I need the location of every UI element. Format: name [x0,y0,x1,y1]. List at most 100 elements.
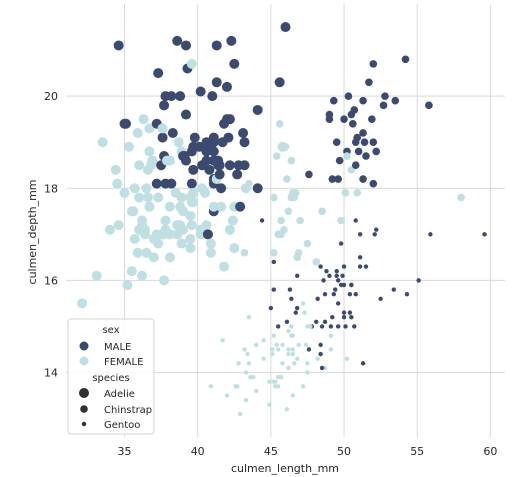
data-point [97,137,108,148]
data-point [340,273,345,278]
data-point [230,244,239,252]
data-point [112,178,123,189]
y-tick-label: 18 [44,182,58,195]
data-point [365,78,373,87]
data-point [482,232,487,237]
data-point [153,192,164,203]
data-point [295,305,300,311]
data-point [369,179,378,188]
data-point [239,137,250,148]
legend-marker-female [79,356,89,366]
data-point [278,374,284,380]
data-point [214,169,225,180]
data-point [261,356,266,361]
data-point [186,220,197,231]
data-point [401,55,410,64]
data-point [302,310,307,315]
data-point [219,261,230,272]
data-point [290,393,296,398]
data-point [126,266,137,277]
data-point [289,333,294,338]
data-point [275,324,281,329]
data-point [129,183,140,194]
y-axis-label: culmen_depth_mm [26,180,39,285]
data-point [270,351,275,357]
data-point [137,270,148,281]
data-point [235,201,246,212]
data-point [120,118,131,129]
data-point [224,393,230,398]
data-point [188,187,199,198]
data-point [144,201,155,212]
legend-label-chinstrap: Chinstrap [104,405,152,416]
data-point [335,278,341,283]
data-point [321,278,326,283]
data-point [322,319,328,325]
data-point [305,170,313,179]
data-point [379,101,388,110]
data-point [416,278,421,283]
data-point [185,210,196,221]
data-point [186,178,197,189]
data-point [164,201,175,212]
data-point [220,338,225,343]
data-point [353,189,362,197]
data-point [270,347,275,352]
data-point [295,356,300,361]
data-point [286,328,291,334]
legend-marker-male [79,341,89,351]
data-point [134,192,145,203]
data-point [128,206,139,217]
data-point [315,296,320,302]
data-point [252,183,263,194]
data-point [195,86,206,97]
data-point [104,224,115,235]
data-point [368,115,376,123]
data-point [349,282,354,288]
data-point [357,255,363,260]
data-point [334,268,339,274]
data-point [122,279,133,290]
data-point [132,127,143,138]
x-tick-label: 50 [337,445,351,458]
data-point [185,243,196,254]
data-point [338,282,344,288]
data-point [378,296,383,302]
data-point [274,342,279,348]
data-point [347,310,353,315]
data-point [312,258,321,266]
legend-marker-gentoo [81,421,87,427]
data-point [251,374,256,380]
y-tick-label: 14 [44,367,58,380]
data-point [303,342,309,348]
data-point [243,370,249,375]
data-point [360,361,366,366]
data-point [132,247,143,258]
data-point [144,146,155,157]
data-point [289,296,294,302]
data-point [328,175,337,183]
data-point [290,351,296,357]
data-point [318,351,323,357]
data-point [137,215,148,226]
data-point [353,292,358,297]
data-point [344,92,353,100]
data-point [337,216,345,225]
data-point [134,160,145,171]
data-point [335,324,341,329]
data-point [176,192,187,203]
data-point [327,273,332,278]
data-point [151,178,162,189]
data-point [306,347,312,352]
data-point [287,156,296,165]
data-point [330,315,335,320]
data-point [113,40,124,51]
data-point [290,347,296,352]
data-point [350,106,359,114]
data-point [286,365,291,371]
data-point [329,96,338,105]
data-point [357,264,363,269]
data-point [216,201,227,212]
data-point [230,216,239,225]
